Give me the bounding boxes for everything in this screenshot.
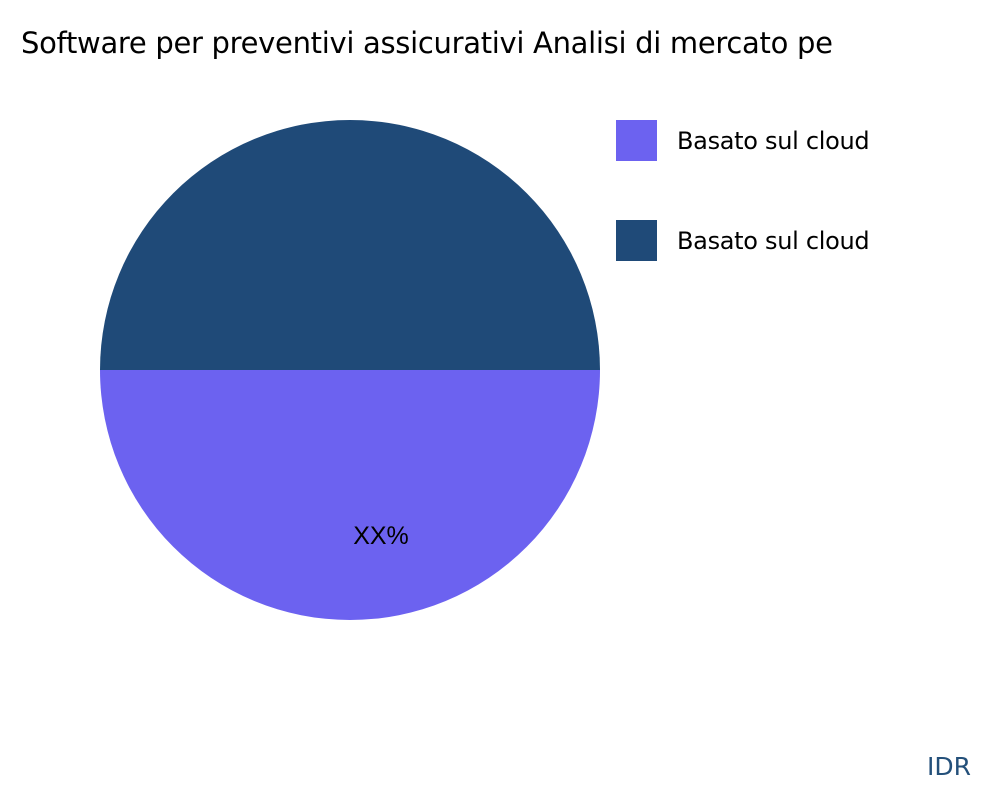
legend-swatch: [616, 120, 657, 161]
slice-label: XX%: [353, 522, 409, 550]
pie-slice[interactable]: [100, 370, 600, 620]
legend-label: Basato sul cloud: [677, 126, 870, 155]
legend-item[interactable]: Basato sul cloud: [616, 220, 870, 261]
legend-swatch: [616, 220, 657, 261]
pie-slice[interactable]: [100, 120, 600, 370]
watermark-logo: IDR: [927, 752, 971, 781]
legend-item[interactable]: Basato sul cloud: [616, 120, 870, 161]
chart-title: Software per preventivi assicurativi Ana…: [21, 26, 833, 60]
legend-label: Basato sul cloud: [677, 226, 870, 255]
